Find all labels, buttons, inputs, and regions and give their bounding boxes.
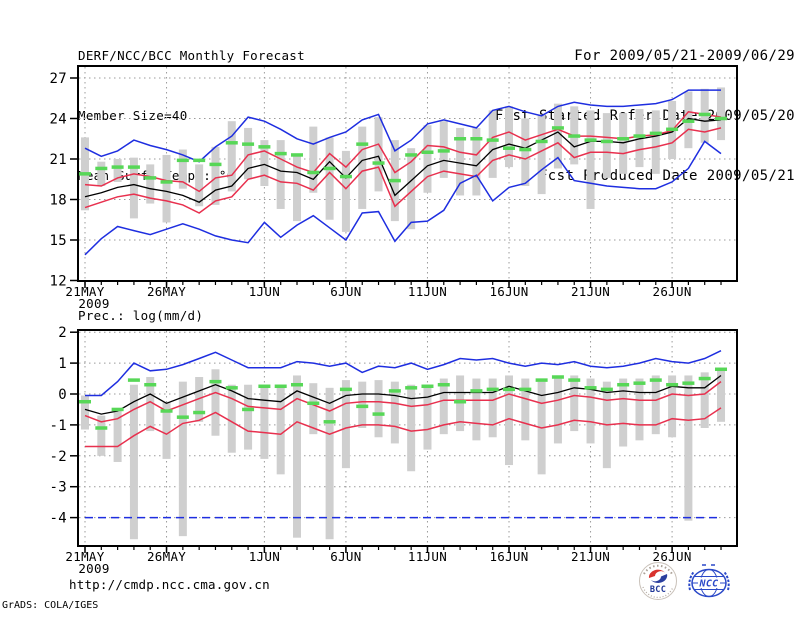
x-tick-label: 6JUN xyxy=(330,284,361,299)
series-black_median xyxy=(84,374,722,415)
series-black_median xyxy=(84,117,722,203)
x-tick-label: 16JUN xyxy=(489,284,528,299)
series-red_upper xyxy=(84,110,722,193)
x-tick-label: 21MAY xyxy=(65,284,104,299)
x-axis-year-label: 2009 xyxy=(78,296,109,311)
bcc-logo-blue-swirl xyxy=(651,574,668,583)
y-tick-label: -2 xyxy=(50,449,67,465)
y-tick-label: 21 xyxy=(50,152,67,168)
plot-frame xyxy=(77,65,738,282)
y-tick-label: 15 xyxy=(50,233,67,249)
x-tick-label: 21MAY xyxy=(65,549,104,564)
y-tick-label: -4 xyxy=(50,511,67,527)
website-url: http://cmdp.ncc.cma.gov.cn xyxy=(69,577,270,592)
ncc-logo: NCC xyxy=(688,564,730,598)
x-tick-label: 26JUN xyxy=(653,284,692,299)
y-tick-label: 0 xyxy=(58,387,67,403)
x-tick-label: 11JUN xyxy=(408,549,447,564)
ncc-logo-wreath-right xyxy=(723,570,730,591)
x-tick-label: 1JUN xyxy=(249,549,280,564)
y-tick-label: 24 xyxy=(50,112,67,128)
precip-chart-title: Prec.: log(mm/d) xyxy=(78,308,204,323)
ncc-logo-text: NCC xyxy=(699,579,719,590)
x-tick-label: 21JUN xyxy=(571,549,610,564)
y-tick-label: -3 xyxy=(50,480,67,496)
series-red_lower xyxy=(84,127,722,214)
obs-dashes xyxy=(79,112,728,184)
range-bars xyxy=(81,367,726,540)
bcc-logo-red-swirl xyxy=(648,569,665,578)
x-tick-label: 26MAY xyxy=(147,284,186,299)
y-tick-label: 2 xyxy=(58,325,67,341)
y-tick-label: -1 xyxy=(50,418,67,434)
x-tick-label: 6JUN xyxy=(330,549,361,564)
x-tick-label: 1JUN xyxy=(249,284,280,299)
x-axis-year-label: 2009 xyxy=(78,561,109,576)
series-red_upper xyxy=(84,381,722,423)
ncc-logo-wreath-left xyxy=(688,570,695,591)
x-tick-label: 26JUN xyxy=(653,549,692,564)
grads-credit: GrADS: COLA/IGES xyxy=(2,600,99,611)
series-blue_upper_max xyxy=(85,350,722,397)
x-tick-label: 21JUN xyxy=(571,284,610,299)
x-tick-label: 16JUN xyxy=(489,549,528,564)
y-tick-label: 12 xyxy=(50,274,67,290)
bcc-logo-top-text-arc xyxy=(643,564,673,575)
y-tick-label: 18 xyxy=(50,193,67,209)
x-tick-label: 26MAY xyxy=(147,549,186,564)
y-tick-label: 27 xyxy=(50,71,67,87)
series-red_lower xyxy=(85,407,722,448)
x-tick-label: 11JUN xyxy=(408,284,447,299)
obs-dashes xyxy=(79,367,728,430)
y-tick-label: 1 xyxy=(58,356,67,372)
series-blue_lower_min xyxy=(84,140,722,256)
plot-frame xyxy=(77,329,738,547)
forecast-period-label: For 2009/05/21-2009/06/29 xyxy=(574,48,795,64)
member-size-label: Member Size=40 xyxy=(78,108,188,123)
series-blue_upper_max xyxy=(84,89,721,163)
ncc-logo-label-band xyxy=(698,577,720,588)
bcc-logo: BCC xyxy=(639,562,677,600)
footer-logos: BCC NCC xyxy=(636,561,733,605)
page-title: DERF/NCC/BCC Monthly Forecast xyxy=(78,48,305,63)
bcc-logo-text: BCC xyxy=(650,585,666,595)
